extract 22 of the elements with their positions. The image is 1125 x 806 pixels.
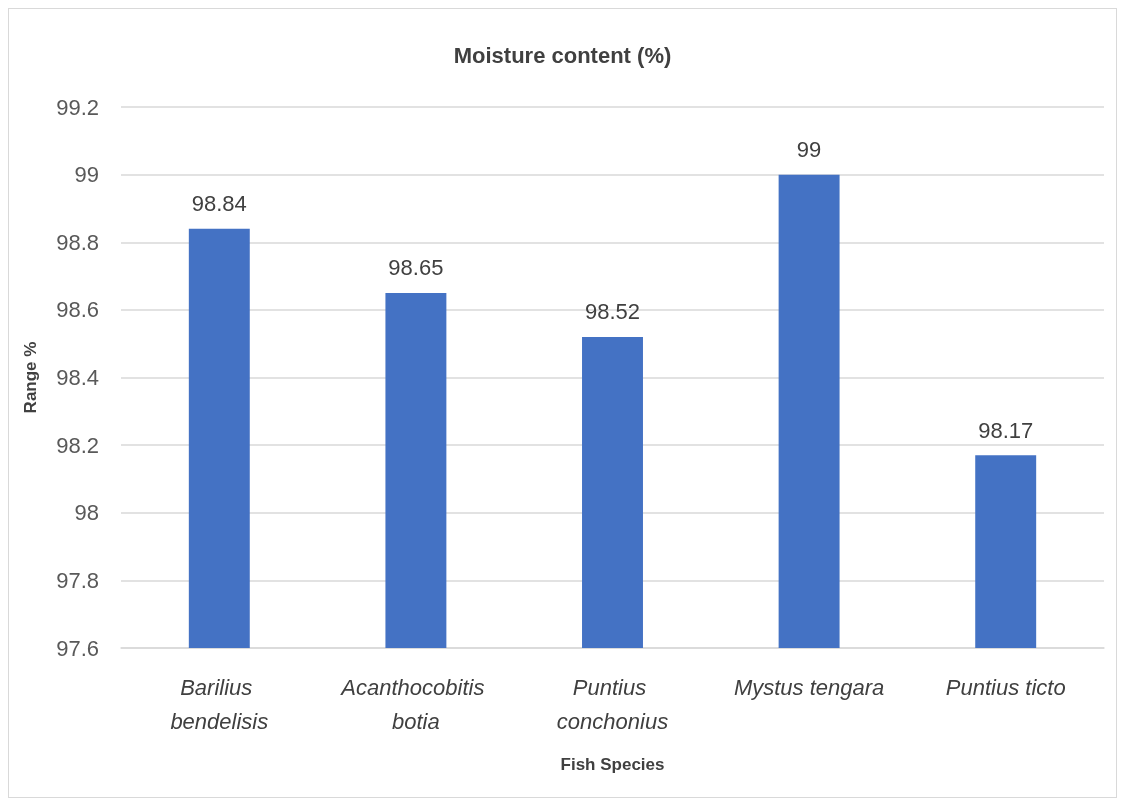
data-label: 98.65 bbox=[388, 255, 444, 281]
y-tick-label: 97.8 bbox=[56, 567, 99, 593]
y-tick-label: 98 bbox=[74, 500, 99, 526]
x-tick-label: Acanthocobitis botia bbox=[339, 674, 491, 734]
y-tick-label: 99.2 bbox=[56, 94, 99, 120]
data-label: 99 bbox=[796, 137, 822, 163]
data-label: 98.52 bbox=[584, 299, 641, 325]
x-tick-label: Puntius conchonius bbox=[556, 674, 669, 734]
x-tick-label: Barilius bendelisis bbox=[170, 674, 269, 734]
x-axis-title: Fish Species bbox=[560, 755, 665, 774]
y-tick-label: 98.6 bbox=[56, 297, 99, 323]
y-tick-label: 97.6 bbox=[56, 635, 99, 661]
y-tick-label: 98.8 bbox=[56, 229, 99, 255]
x-tick-label: Mystus tengara bbox=[733, 674, 885, 700]
x-tick-label: Puntius ticto bbox=[945, 674, 1066, 700]
data-label: 98.84 bbox=[191, 191, 247, 217]
chart-title: Moisture content (%) bbox=[453, 42, 672, 68]
y-tick-label: 99 bbox=[74, 162, 99, 188]
data-label: 98.17 bbox=[978, 417, 1034, 443]
y-tick-label: 98.4 bbox=[56, 365, 99, 390]
y-tick-label: 98.2 bbox=[56, 432, 99, 458]
y-axis-title: Range % bbox=[21, 341, 40, 414]
